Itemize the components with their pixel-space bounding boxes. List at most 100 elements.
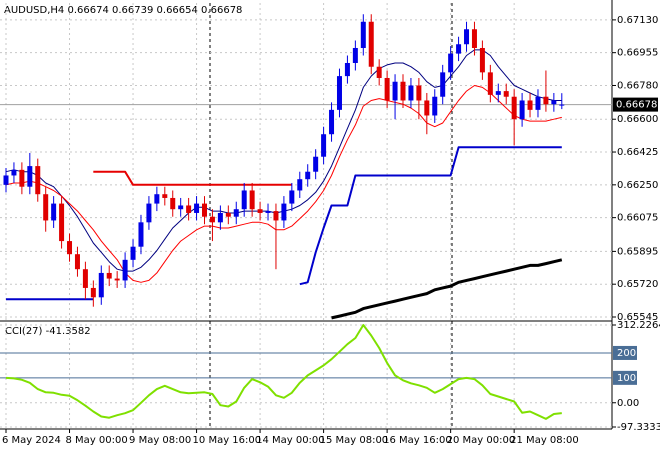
cci-level-label: 200 — [617, 348, 636, 359]
cci-tick-label: 312.2264 — [617, 320, 660, 331]
candle-body — [440, 72, 446, 97]
candle-body — [82, 269, 88, 288]
candle-body — [225, 212, 231, 217]
candle-body — [487, 72, 493, 95]
candle-body — [543, 96, 549, 105]
candle-body — [503, 91, 509, 97]
candle-body — [154, 194, 160, 204]
candle-body — [416, 85, 422, 101]
candle-body — [186, 205, 192, 213]
price-tick-label: 0.66600 — [617, 114, 658, 125]
candle-body — [43, 194, 49, 221]
time-label: 10 May 16:00 — [193, 435, 262, 446]
candle-body — [59, 203, 65, 242]
price-tick-label: 0.65545 — [617, 312, 658, 323]
time-label: 20 May 00:00 — [447, 435, 516, 446]
last-price-box — [613, 97, 658, 112]
candle-body — [114, 278, 120, 281]
candle-body — [178, 205, 184, 210]
cci-line — [5, 324, 562, 420]
time-label: 16 May 16:00 — [383, 435, 452, 446]
indicator-line — [6, 146, 562, 301]
candle-body — [313, 156, 319, 172]
candle-body — [408, 85, 414, 101]
time-label: 6 May 2024 — [2, 435, 61, 446]
candle-body — [3, 175, 9, 185]
chart-title: AUDUSD,H4 0.66674 0.66739 0.66654 0.6667… — [4, 5, 242, 16]
candle-body — [551, 100, 557, 105]
candle-body — [209, 216, 215, 223]
candle-body — [11, 169, 17, 176]
candle-body — [265, 211, 271, 213]
candle-body — [519, 100, 525, 120]
candle-body — [321, 134, 327, 157]
candle-body — [336, 76, 342, 110]
candle-body — [511, 96, 517, 120]
last-price-label: 0.66678 — [616, 100, 657, 111]
candle-body — [495, 91, 501, 95]
candle-body — [122, 259, 128, 281]
price-tick-label: 0.66955 — [617, 48, 658, 59]
price-tick-label: 0.65895 — [617, 246, 658, 257]
candle-body — [368, 21, 374, 67]
candle-body — [471, 29, 477, 48]
candle-body — [217, 212, 223, 223]
price-tick-label: 0.66250 — [617, 180, 658, 191]
indicator-line — [93, 170, 292, 186]
candle-body — [241, 190, 247, 210]
candle-body — [233, 209, 239, 217]
time-label: 15 May 08:00 — [320, 435, 389, 446]
candle-body — [376, 66, 382, 78]
candle-body — [162, 194, 168, 198]
cci-level-box — [613, 370, 637, 385]
candle-body — [35, 166, 41, 195]
candle-body — [329, 109, 335, 135]
cci-level-label: 100 — [617, 373, 636, 384]
candle-body — [352, 47, 358, 63]
price-tick-label: 0.67130 — [617, 15, 658, 26]
candle-body — [456, 44, 462, 54]
price-tick-label: 0.66780 — [617, 80, 658, 91]
candle-body — [535, 96, 541, 110]
time-label: 9 May 08:00 — [129, 435, 191, 446]
price-tick-label: 0.66075 — [617, 213, 658, 224]
candle-body — [360, 21, 366, 48]
candle-body — [257, 209, 263, 213]
candle-body — [130, 246, 136, 260]
indicator-line — [5, 85, 562, 283]
indicator-line — [331, 258, 563, 320]
candle-body — [305, 171, 311, 180]
cci-tick-label: -97.3333 — [617, 422, 660, 433]
candle-body — [67, 241, 73, 255]
candle-body — [138, 222, 144, 247]
candle-body — [464, 29, 470, 45]
candle-body — [146, 203, 152, 223]
candle-body — [170, 197, 176, 210]
candle-body — [98, 272, 104, 298]
price-tick-label: 0.66425 — [617, 147, 658, 158]
time-label: 14 May 00:00 — [256, 435, 325, 446]
candle-body — [273, 211, 279, 221]
cci-level-box — [613, 345, 637, 360]
candle-body — [281, 203, 287, 221]
candle-body — [249, 190, 255, 210]
candle-body — [384, 77, 390, 101]
price-tick-label: 0.65720 — [617, 279, 658, 290]
candle-body — [27, 166, 33, 187]
candle-body — [559, 104, 565, 106]
candle-body — [202, 203, 207, 217]
candle-body — [106, 272, 112, 279]
candle-body — [90, 287, 96, 298]
candle-body — [400, 81, 406, 101]
candle-body — [194, 203, 200, 213]
candle-body — [392, 81, 398, 101]
time-label: 21 May 08:00 — [510, 435, 579, 446]
cci-tick-label: 0.00 — [617, 398, 639, 409]
candle-body — [344, 62, 350, 77]
candle-body — [432, 96, 438, 116]
time-label: 8 May 00:00 — [66, 435, 128, 446]
candle-body — [51, 203, 57, 221]
